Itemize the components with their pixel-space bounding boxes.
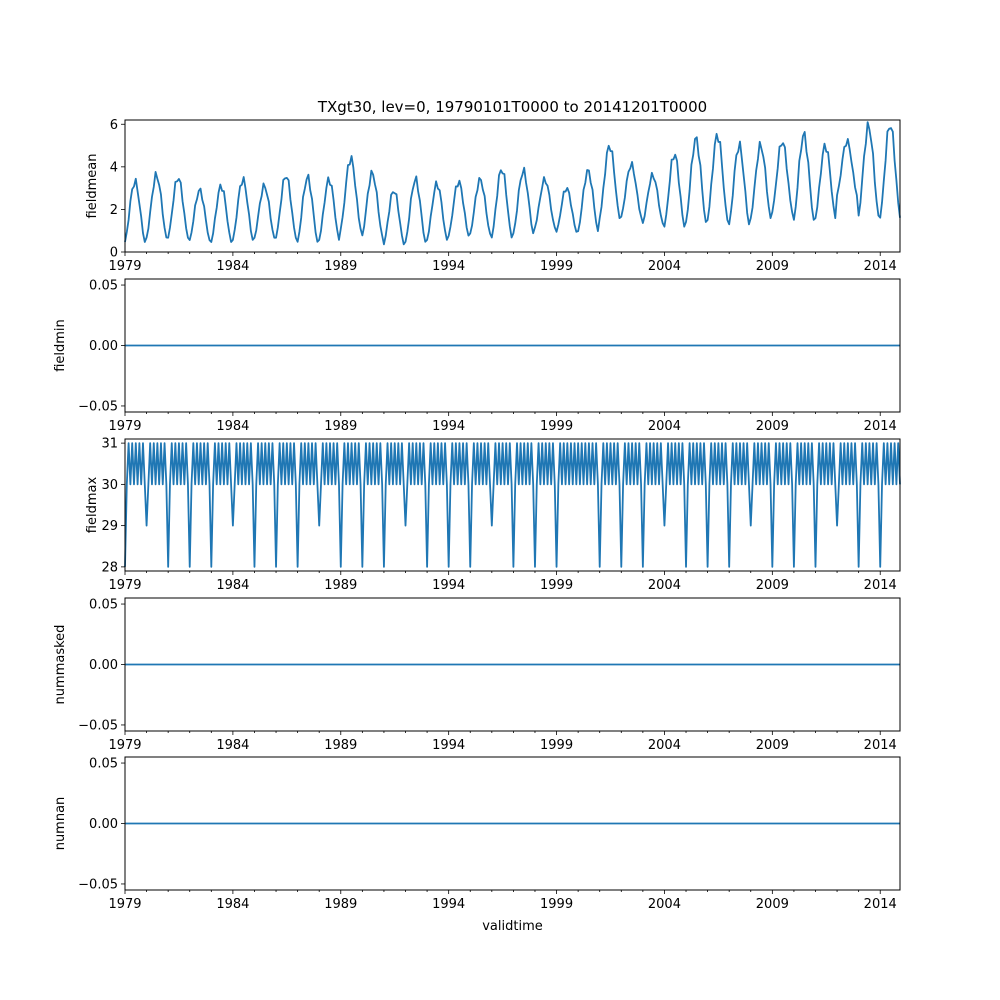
x-tick-label: 1999 (540, 738, 573, 753)
y-tick-label: 28 (101, 560, 118, 575)
panel-numnan: 1979 1984 1989 1994 1999 2004 2009 2014 −0.05 0.0… (53, 756, 901, 912)
x-tick-label: 2014 (864, 578, 897, 593)
x-tick-label: 1984 (216, 578, 249, 593)
y-tick-label: 0.00 (89, 658, 118, 673)
x-tick-label: 2004 (648, 738, 681, 753)
x-tick-label: 1984 (216, 259, 249, 274)
axes-frame-fieldmean (124, 119, 901, 253)
y-tick-label: 0.05 (89, 279, 118, 294)
x-tick-label: 2009 (756, 578, 789, 593)
y-tick-label: −0.05 (78, 718, 118, 733)
x-tick-label: 1989 (324, 419, 357, 434)
x-tick-label: 1984 (216, 897, 249, 912)
y-tick-label: 4 (110, 160, 118, 175)
y-tick-label: 31 (101, 437, 118, 452)
x-tick-label: 2009 (756, 259, 789, 274)
x-tick-label: 1994 (432, 738, 465, 753)
x-tick-label: 2009 (756, 738, 789, 753)
x-tick-label: 1999 (540, 419, 573, 434)
y-tick-label: −0.05 (78, 877, 118, 892)
x-tick-label: 2004 (648, 259, 681, 274)
series-line-fieldmax (124, 442, 901, 568)
y-tick-label: −0.05 (78, 399, 118, 414)
x-tick-label: 1984 (216, 738, 249, 753)
y-tick-label: 30 (101, 478, 118, 493)
y-tick-label: 0.05 (89, 598, 118, 613)
panel-fieldmax: 1979 1984 1989 1994 1999 2004 2009 2014 28 29 30 31… (85, 437, 901, 593)
x-tick-label: 2014 (864, 419, 897, 434)
panel-nummasked: 1979 1984 1989 1994 1999 2004 2009 2014 −0.05 0.0… (53, 597, 901, 753)
x-axis-label: validtime (482, 919, 543, 934)
y-tick-label: 0 (110, 246, 118, 261)
y-tick-label: 2 (110, 203, 118, 218)
x-tick-label: 1994 (432, 897, 465, 912)
panel-fieldmean: 1979 1984 1989 1994 1999 2004 2009 2014 0 2 4 6 fiel… (85, 118, 901, 274)
y-tick-label: 29 (101, 519, 118, 534)
y-axis-label-fieldmin: fieldmin (53, 319, 68, 372)
x-tick-label: 1979 (108, 259, 141, 274)
x-tick-label: 1989 (324, 578, 357, 593)
y-tick-label: 6 (110, 118, 118, 133)
x-tick-label: 1984 (216, 419, 249, 434)
x-tick-label: 1989 (324, 738, 357, 753)
x-tick-label: 1989 (324, 897, 357, 912)
x-tick-label: 2004 (648, 419, 681, 434)
x-tick-label: 2014 (864, 259, 897, 274)
x-tick-label: 1999 (540, 897, 573, 912)
y-axis-label-fieldmax: fieldmax (85, 477, 100, 534)
y-axis-label-fieldmean: fieldmean (85, 154, 100, 219)
y-tick-label: 0.05 (89, 757, 118, 772)
x-tick-label: 1999 (540, 259, 573, 274)
x-tick-label: 2004 (648, 578, 681, 593)
series-line-fieldmean (124, 121, 901, 246)
y-axis-label-nummasked: nummasked (53, 625, 68, 705)
chart-title: TXgt30, lev=0, 19790101T0000 to 20141201… (317, 98, 707, 116)
x-tick-label: 2009 (756, 897, 789, 912)
x-tick-label: 1979 (108, 738, 141, 753)
x-tick-label: 2009 (756, 419, 789, 434)
x-tick-label: 1979 (108, 578, 141, 593)
panel-fieldmin: 1979 1984 1989 1994 1999 2004 2009 2014 −0.05 0.0… (53, 278, 901, 434)
y-tick-label: 0.00 (89, 339, 118, 354)
x-tick-label: 1979 (108, 897, 141, 912)
x-tick-label: 1989 (324, 259, 357, 274)
x-tick-label: 1994 (432, 578, 465, 593)
y-axis-label-numnan: numnan (53, 797, 68, 851)
x-tick-label: 2014 (864, 897, 897, 912)
y-tick-label: 0.00 (89, 817, 118, 832)
x-tick-label: 1999 (540, 578, 573, 593)
x-tick-label: 1994 (432, 419, 465, 434)
x-tick-label: 1994 (432, 259, 465, 274)
axes-frame-fieldmax (124, 438, 901, 572)
x-tick-label: 2004 (648, 897, 681, 912)
x-tick-label: 2014 (864, 738, 897, 753)
x-tick-label: 1979 (108, 419, 141, 434)
